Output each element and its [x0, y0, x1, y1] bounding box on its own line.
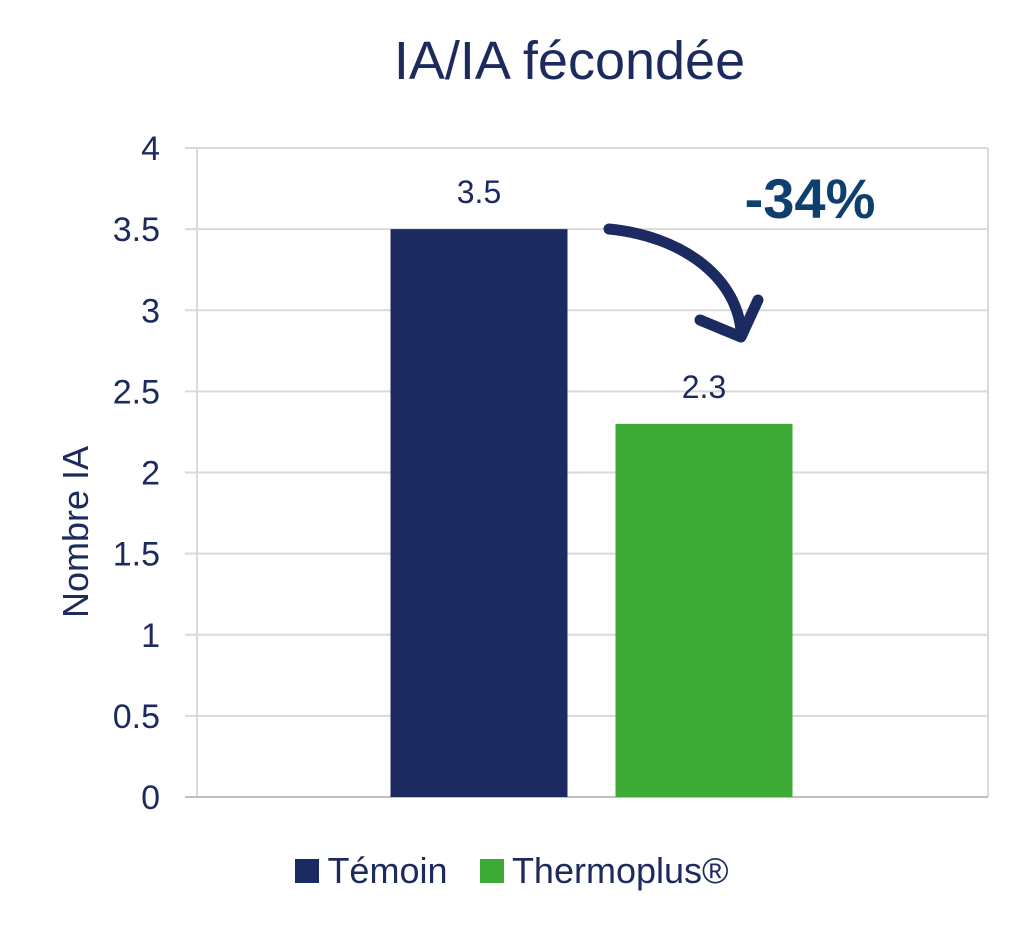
bars	[390, 229, 793, 797]
y-tick-label: 2	[141, 455, 160, 493]
legend-swatch-thermoplus	[479, 859, 504, 883]
y-tick-label: 0.5	[113, 698, 160, 736]
decrease-arrow	[603, 223, 764, 343]
y-axis-ticks: 0 0.5 1 1.5 2 2.5 3 3.5 4	[113, 130, 160, 817]
y-tick-label: 4	[141, 130, 160, 168]
bar-temoin	[390, 229, 568, 797]
arrow-curve	[603, 223, 747, 336]
bar-value-labels: 3.5 2.3	[457, 174, 726, 405]
y-tick-label: 2.5	[113, 373, 160, 411]
legend-swatch-temoin	[295, 859, 320, 883]
y-tick-label: 3	[141, 292, 160, 330]
legend: Témoin Thermoplus®	[0, 850, 1024, 892]
y-axis-label: Nombre IA	[55, 446, 96, 618]
y-tick-label: 1	[141, 617, 160, 655]
percent-change-annotation: -34%	[745, 167, 876, 230]
y-tick-label: 3.5	[113, 211, 160, 249]
chart-title: IA/IA fécondée	[393, 31, 746, 91]
y-tick-label: 1.5	[113, 536, 160, 574]
bar-thermoplus	[615, 423, 793, 797]
y-tick-label: 0	[141, 779, 160, 817]
legend-label-thermoplus: Thermoplus®	[511, 850, 729, 891]
arrow-head	[694, 294, 764, 343]
legend-item-temoin: Témoin	[295, 850, 447, 892]
bar-value-label: 3.5	[457, 174, 501, 210]
gridlines	[185, 147, 989, 798]
bar-value-label: 2.3	[682, 369, 726, 405]
legend-item-thermoplus: Thermoplus®	[479, 850, 729, 892]
legend-label-temoin: Témoin	[327, 850, 448, 891]
